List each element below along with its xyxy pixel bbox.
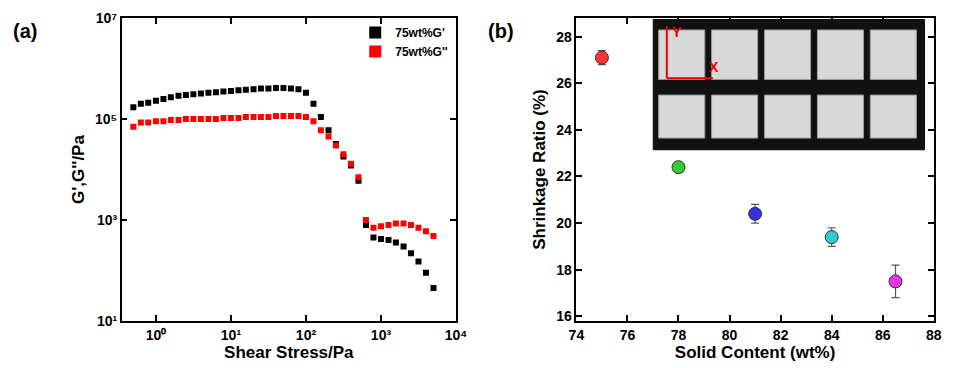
svg-text:26: 26 — [556, 75, 572, 91]
svg-text:10⁴: 10⁴ — [445, 327, 468, 343]
svg-text:(b): (b) — [488, 20, 514, 42]
svg-text:78: 78 — [671, 327, 687, 343]
svg-text:75wt%G': 75wt%G' — [395, 26, 445, 40]
svg-text:Shear Stress/Pa: Shear Stress/Pa — [224, 343, 354, 362]
svg-text:76: 76 — [620, 327, 636, 343]
svg-text:82: 82 — [773, 327, 789, 343]
svg-text:28: 28 — [556, 29, 572, 45]
svg-text:10³: 10³ — [97, 212, 118, 228]
svg-text:Solid Content (wt%): Solid Content (wt%) — [675, 343, 836, 362]
svg-text:Shrinkage Ratio (%): Shrinkage Ratio (%) — [530, 89, 549, 250]
svg-text:10⁷: 10⁷ — [96, 10, 118, 26]
svg-text:10⁰: 10⁰ — [146, 327, 167, 343]
svg-text:84: 84 — [824, 327, 840, 343]
svg-text:16: 16 — [556, 308, 572, 324]
svg-text:10²: 10² — [296, 327, 317, 343]
svg-text:22: 22 — [556, 168, 572, 184]
svg-text:24: 24 — [556, 122, 572, 138]
svg-text:80: 80 — [722, 327, 738, 343]
svg-text:75wt%G'': 75wt%G'' — [395, 45, 448, 59]
svg-text:Y: Y — [672, 24, 682, 40]
svg-text:10³: 10³ — [371, 327, 392, 343]
svg-text:10¹: 10¹ — [221, 327, 242, 343]
svg-text:10⁵: 10⁵ — [95, 111, 117, 127]
svg-text:74: 74 — [569, 327, 585, 343]
svg-text:10¹: 10¹ — [97, 313, 118, 329]
svg-text:18: 18 — [556, 262, 572, 278]
svg-text:G',G''/Pa: G',G''/Pa — [69, 135, 88, 204]
svg-text:88: 88 — [926, 327, 942, 343]
svg-text:(a): (a) — [13, 20, 37, 42]
svg-text:20: 20 — [556, 215, 572, 231]
svg-text:X: X — [709, 59, 719, 75]
svg-text:86: 86 — [875, 327, 891, 343]
